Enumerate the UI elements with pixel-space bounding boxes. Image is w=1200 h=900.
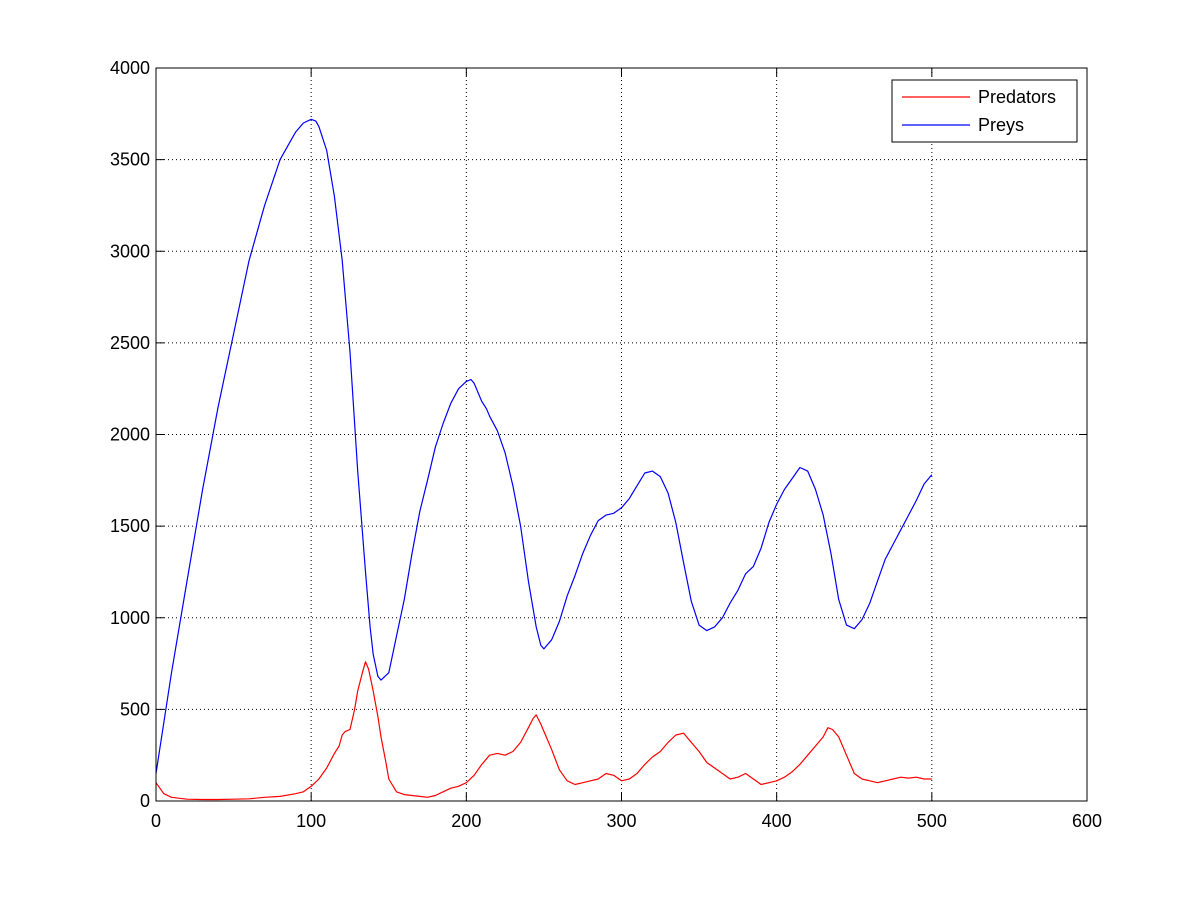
y-tick-label: 2000 [110,425,150,445]
legend-label-predators: Predators [978,87,1056,107]
x-tick-label: 600 [1072,811,1102,831]
x-axis: 0 100 200 300 400 500 600 [151,68,1102,831]
plot-area [156,68,1087,801]
x-tick-label: 400 [762,811,792,831]
y-tick-label: 1000 [110,608,150,628]
y-tick-label: 3500 [110,150,150,170]
y-tick-label: 0 [140,791,150,811]
x-tick-label: 100 [296,811,326,831]
series-line-preys [155,118,933,774]
y-tick-label: 1500 [110,516,150,536]
legend: Predators Preys [891,79,1078,143]
y-tick-label: 4000 [110,58,150,78]
y-axis: 0 500 1000 1500 2000 2500 3000 3500 4000 [110,58,1087,811]
x-tick-label: 500 [917,811,947,831]
series-group [155,118,933,801]
legend-box [891,79,1078,143]
legend-label-preys: Preys [978,115,1024,135]
y-tick-label: 3000 [110,241,150,261]
x-tick-label: 200 [451,811,481,831]
x-tick-label: 0 [151,811,161,831]
series-line-predators [155,661,932,801]
x-tick-label: 300 [606,811,636,831]
y-tick-label: 500 [120,699,150,719]
y-tick-label: 2500 [110,333,150,353]
